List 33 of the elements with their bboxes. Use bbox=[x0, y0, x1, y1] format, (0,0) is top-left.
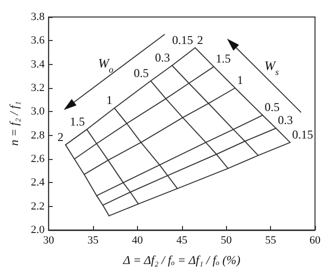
x-axis-title: Δ = Δf₂ / fₒ = Δf₁ / fₒ (%) bbox=[122, 253, 240, 267]
series-label: 2 bbox=[197, 32, 204, 47]
y-tick-label: 3.0 bbox=[30, 106, 46, 118]
x-tick-label: 40 bbox=[132, 234, 144, 246]
y-tick-label: 3.4 bbox=[30, 58, 46, 70]
annotation: W$_{s}$ bbox=[264, 58, 280, 78]
series-label: 0.15 bbox=[292, 127, 314, 142]
series-label: 2 bbox=[58, 130, 64, 144]
y-tick-label: 3.8 bbox=[30, 11, 46, 23]
x-tick-label: 45 bbox=[176, 234, 188, 246]
y-tick-label: 2.6 bbox=[30, 153, 46, 165]
series-label: 1.5 bbox=[216, 52, 231, 66]
series-label: 1.5 bbox=[70, 114, 85, 128]
y-axis-title: n = f₂ / f₁ bbox=[7, 101, 21, 146]
annotation: W$_{o}$ bbox=[98, 55, 114, 74]
y-tick-label: 2.2 bbox=[30, 200, 45, 212]
series-label: 0.5 bbox=[134, 66, 149, 80]
y-tick-label: 3.2 bbox=[30, 82, 45, 94]
series-label: 0.3 bbox=[155, 50, 170, 65]
x-tick-label: 55 bbox=[265, 234, 277, 246]
y-tick-label: 2.4 bbox=[30, 176, 46, 189]
series-label: 0.15 bbox=[172, 32, 194, 47]
x-tick-label: 50 bbox=[220, 234, 232, 246]
x-tick-label: 60 bbox=[310, 234, 321, 246]
x-tick-label: 30 bbox=[43, 234, 55, 246]
series-label: 1 bbox=[237, 73, 244, 87]
series-label: 1 bbox=[106, 93, 112, 108]
y-tick-label: 2.0 bbox=[30, 224, 46, 236]
y-tick-label: 3.6 bbox=[30, 34, 46, 47]
y-tick-label: 2.8 bbox=[30, 129, 46, 142]
series-label: 0.3 bbox=[278, 113, 293, 128]
x-tick-label: 35 bbox=[88, 234, 100, 246]
series-label: 0.5 bbox=[264, 100, 280, 114]
